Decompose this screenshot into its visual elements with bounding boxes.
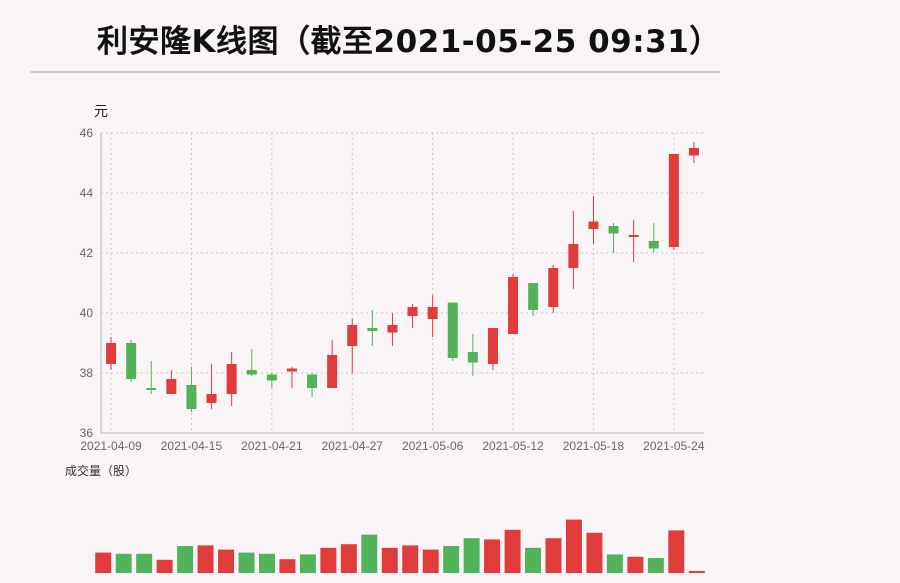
volume-bar <box>668 530 685 573</box>
candle-body <box>327 355 338 388</box>
candle-body <box>508 277 519 334</box>
y-tick-label: 40 <box>80 306 94 320</box>
volume-bar <box>688 571 705 573</box>
chart-title: 利安隆K线图（截至2021-05-25 09:31） <box>97 24 721 60</box>
volume-bar <box>484 539 501 573</box>
candle-body <box>427 307 438 319</box>
candle-body <box>467 352 478 363</box>
volume-bar <box>627 556 644 573</box>
candle-body <box>487 328 498 364</box>
candle-body <box>206 394 217 403</box>
candle-body <box>106 343 117 364</box>
volume-bar <box>381 547 398 573</box>
candle-body <box>146 388 157 390</box>
candle-body <box>226 364 237 394</box>
y-tick-label: 44 <box>80 186 94 200</box>
x-tick-label: 2021-04-27 <box>322 439 384 453</box>
volume-bar <box>402 545 419 573</box>
candle-body <box>628 235 639 237</box>
candle-body <box>266 374 277 381</box>
candle-body <box>347 325 358 346</box>
volume-bar <box>586 532 603 573</box>
candle-body <box>447 302 458 358</box>
volume-bar <box>463 538 480 573</box>
candle-body <box>367 328 378 331</box>
volume-bar <box>115 553 132 573</box>
y-tick-label: 36 <box>80 426 94 440</box>
x-tick-label: 2021-05-06 <box>402 439 464 453</box>
volume-bar <box>525 547 542 573</box>
volume-bar <box>95 552 112 573</box>
candle-body <box>568 244 579 268</box>
volume-bar <box>340 544 357 573</box>
volume-bar <box>279 559 296 573</box>
volume-bar <box>361 534 378 573</box>
candle-body <box>668 154 679 247</box>
volume-bar <box>218 549 235 573</box>
volume-bar <box>606 554 623 573</box>
candle-body <box>126 343 137 379</box>
candle-body <box>387 325 398 333</box>
candle-body <box>166 379 177 394</box>
candle-body <box>608 226 619 234</box>
volume-bar <box>320 547 337 573</box>
candle-body <box>246 370 257 375</box>
x-tick-label: 2021-05-18 <box>563 439 625 453</box>
candle-body <box>688 148 699 156</box>
candle-body <box>286 368 297 372</box>
volume-bar <box>443 546 460 573</box>
volume-bar <box>177 546 194 573</box>
candle-body <box>407 307 418 316</box>
volume-bar <box>647 558 664 573</box>
volume-bar <box>156 559 173 573</box>
x-tick-label: 2021-05-12 <box>482 439 544 453</box>
title-divider <box>30 71 720 73</box>
x-tick-label: 2021-04-15 <box>161 439 223 453</box>
volume-bar <box>565 519 582 573</box>
candle-body <box>648 241 659 249</box>
y-tick-label: 42 <box>80 246 94 260</box>
volume-bar <box>504 529 521 573</box>
volume-bar <box>258 553 275 573</box>
x-tick-label: 2021-04-21 <box>241 439 303 453</box>
candle-body <box>548 268 559 307</box>
volume-bar <box>299 554 316 573</box>
volume-axis-label: 成交量（股） <box>65 463 137 478</box>
y-tick-label: 38 <box>80 366 94 380</box>
candle-body <box>307 374 318 388</box>
x-tick-label: 2021-04-09 <box>80 439 142 453</box>
volume-bar <box>238 552 255 573</box>
volume-bar <box>422 549 439 573</box>
candle-body <box>528 283 539 310</box>
volume-bar <box>136 553 153 573</box>
volume-bar <box>545 538 562 573</box>
x-tick-label: 2021-05-24 <box>643 439 705 453</box>
y-axis-unit-label: 元 <box>94 104 108 120</box>
candle-body <box>186 385 197 409</box>
y-tick-label: 46 <box>80 126 94 140</box>
candle-body <box>588 221 599 229</box>
volume-bar <box>197 545 214 573</box>
